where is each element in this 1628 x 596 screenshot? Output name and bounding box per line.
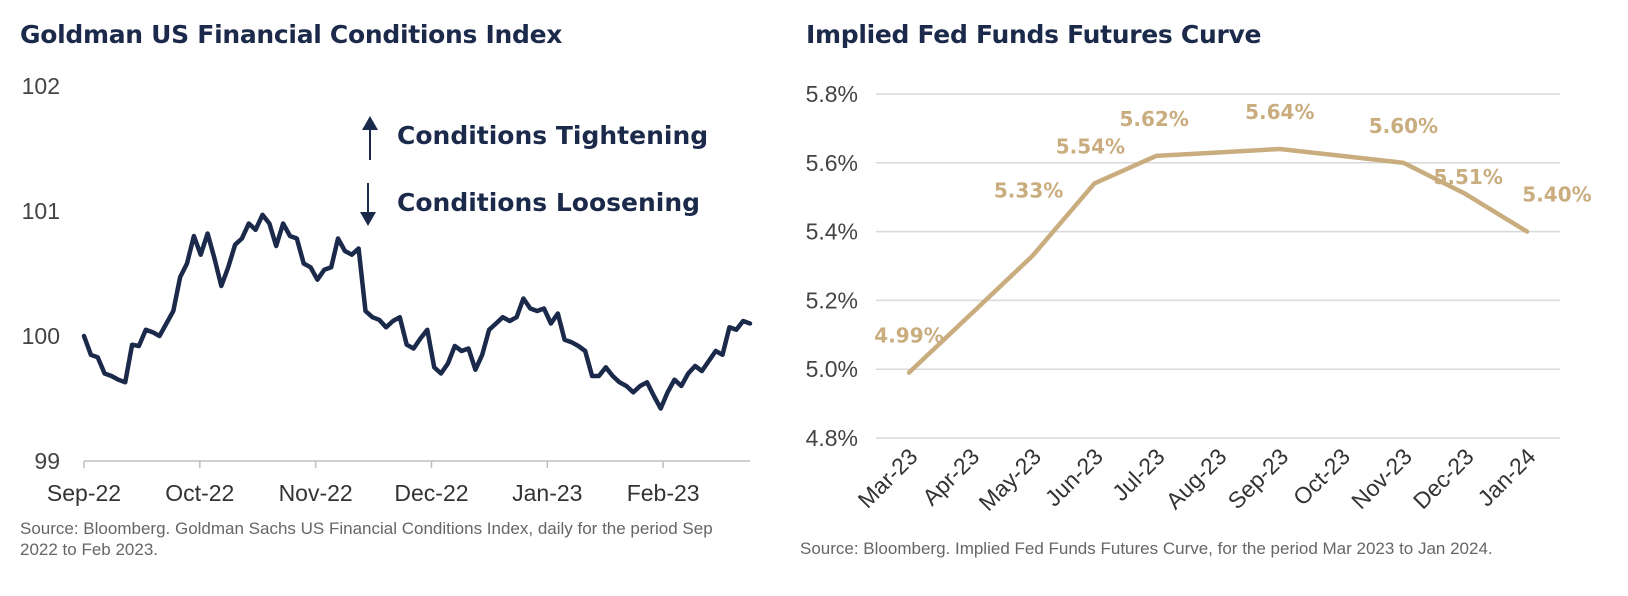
y-tick-label: 4.8% [806, 425, 858, 451]
data-label: 5.64% [1245, 100, 1314, 124]
x-tick-label: Oct-22 [165, 480, 234, 506]
fci-chart-title: Goldman US Financial Conditions Index [20, 20, 563, 49]
fed-funds-series-line [906, 146, 1530, 375]
y-tick-label: 99 [34, 448, 60, 474]
y-tick-label: 5.8% [806, 81, 858, 107]
fed-funds-source-note: Source: Bloomberg. Implied Fed Funds Fut… [800, 539, 1493, 558]
x-tick-label: Sep-23 [1223, 443, 1294, 514]
fci-chart-panel: Goldman US Financial Conditions Index 99… [0, 0, 800, 596]
x-tick-label: Dec-22 [394, 480, 468, 506]
arrow-up-head [362, 116, 378, 130]
y-tick-label: 5.4% [806, 219, 858, 245]
data-label: 5.33% [994, 179, 1063, 203]
fed-funds-chart-svg: 4.8% 5.0% 5.2% 5.4% 5.6% 5.8% Mar-23Apr-23May-… [806, 81, 1592, 516]
fci-source-note: Source: Bloomberg. Goldman Sachs US Fina… [20, 519, 713, 559]
x-tick-label: Aug-23 [1161, 443, 1232, 514]
x-tick-label: Jan-23 [512, 480, 582, 506]
arrow-down-icon [360, 183, 376, 226]
y-tick-label: 100 [22, 323, 60, 349]
tightening-label: Conditions Tightening [397, 121, 708, 150]
x-tick-label: Oct-23 [1288, 443, 1355, 510]
data-label: 5.60% [1369, 114, 1438, 138]
x-tick-label: Nov-22 [279, 480, 353, 506]
loosening-label: Conditions Loosening [397, 188, 700, 217]
y-tick-label: 102 [22, 73, 60, 99]
fed-funds-chart-panel: Implied Fed Funds Futures Curve 4.8% 5.0%… [800, 0, 1628, 596]
y-tick-label: 5.2% [806, 287, 858, 313]
x-tick-label: Jun-23 [1040, 443, 1108, 511]
conditions-legend: Conditions Tightening Conditions Loosenin… [360, 116, 708, 226]
x-tick-label: Dec-23 [1408, 443, 1479, 514]
y-tick-label: 5.6% [806, 150, 858, 176]
fed-funds-chart-title: Implied Fed Funds Futures Curve [806, 20, 1262, 49]
fci-chart-svg: 99 100 101 102 Sep-22 Oct-22 Nov-22 Dec-22 Jan-2… [22, 73, 753, 506]
arrow-down-head [360, 212, 376, 226]
y-tick-label: 5.0% [806, 356, 858, 382]
data-label: 4.99% [874, 324, 943, 348]
y-tick-label: 101 [22, 198, 60, 224]
fci-series-line [81, 212, 753, 411]
data-label: 5.54% [1056, 134, 1125, 158]
x-tick-label: Sep-22 [47, 480, 121, 506]
x-tick-label: Apr-23 [917, 443, 984, 510]
data-label: 5.62% [1120, 107, 1189, 131]
x-tick-label: May-23 [974, 443, 1047, 516]
data-label: 5.51% [1434, 165, 1503, 189]
x-tick-label: Nov-23 [1346, 443, 1417, 514]
data-label: 5.40% [1522, 183, 1591, 207]
x-tick-label: Mar-23 [853, 443, 923, 513]
arrow-up-icon [362, 116, 378, 160]
x-tick-label: Jan-24 [1472, 443, 1540, 511]
x-tick-label: Feb-23 [627, 480, 700, 506]
